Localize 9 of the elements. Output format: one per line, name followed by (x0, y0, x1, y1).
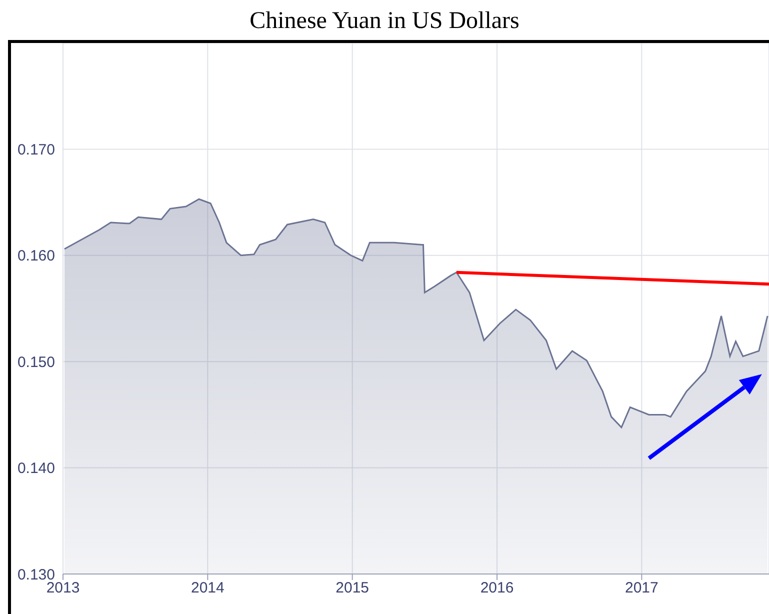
y-tick-label: 0.170 (17, 142, 55, 159)
y-tick-label: 0.150 (17, 354, 55, 371)
x-tick-label: 2014 (190, 580, 224, 597)
y-tick-label: 0.160 (17, 248, 55, 265)
x-tick-label: 2017 (625, 580, 658, 597)
y-tick-label: 0.140 (17, 460, 55, 478)
x-tick-label: 2016 (480, 580, 514, 597)
x-tick-label: 2015 (336, 580, 370, 597)
chart-title: Chinese Yuan in US Dollars (248, 7, 520, 36)
